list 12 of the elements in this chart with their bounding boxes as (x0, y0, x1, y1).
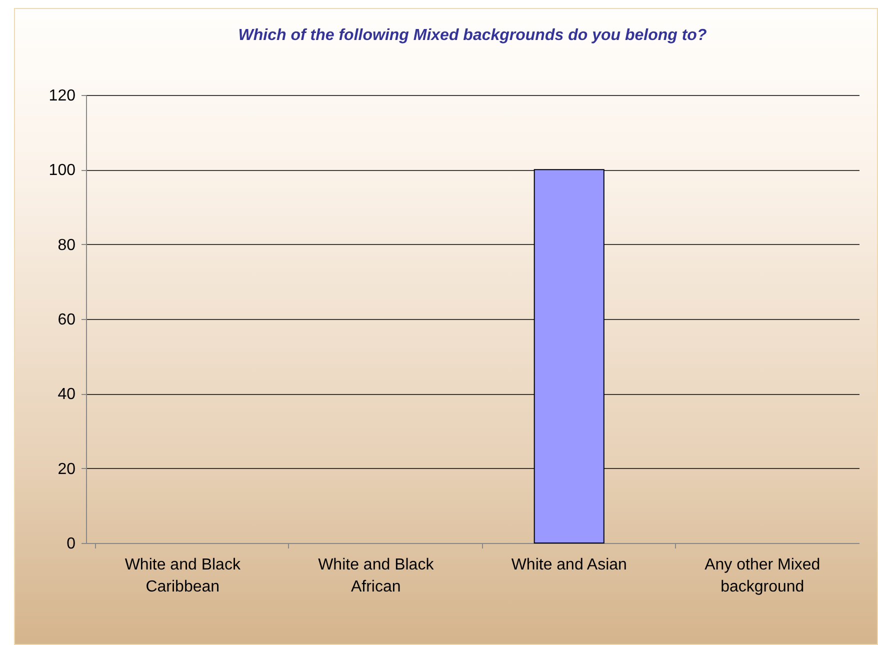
y-tick-label: 40 (58, 386, 76, 404)
x-tick-label: Any other Mixed background (704, 556, 820, 596)
y-tick-label: 20 (58, 460, 76, 478)
x-tick-label: White and Black African (318, 556, 435, 596)
x-tick-label: White and Black Caribbean (124, 556, 242, 596)
chart-title: Which of the following Mixed backgrounds do you belong to? (238, 27, 707, 44)
y-tick-label: 120 (48, 88, 76, 104)
y-tick-label: 80 (58, 236, 76, 254)
y-tick-label: 60 (58, 312, 76, 328)
y-tick-label: 0 (66, 536, 76, 552)
x-tick-label: White and Asian (511, 556, 627, 574)
y-tick-label: 100 (48, 162, 76, 180)
